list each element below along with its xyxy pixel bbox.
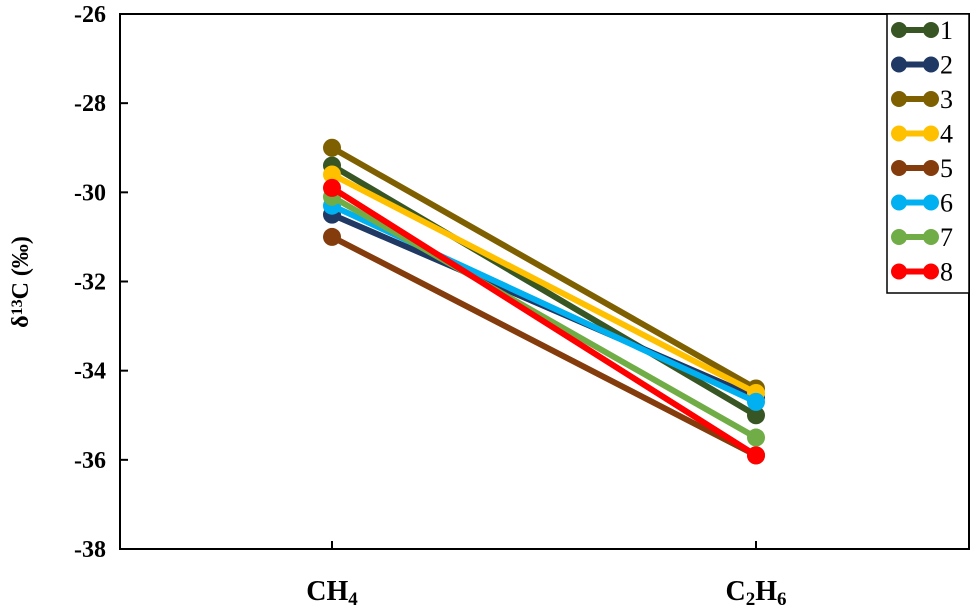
legend-label: 4: [940, 120, 953, 149]
legend-label: 3: [940, 85, 953, 114]
series-line: [329, 193, 759, 441]
y-tick-label: -34: [74, 359, 106, 385]
y-tick-label: -28: [74, 91, 106, 117]
legend-marker: [891, 194, 907, 211]
y-tick-label: -32: [74, 270, 106, 296]
legend-marker: [923, 263, 939, 280]
legend-label: 7: [940, 223, 953, 252]
legend: 1 2 3 4 5 6 7 8: [886, 13, 970, 294]
legend-marker: [923, 56, 939, 73]
data-point: [323, 178, 341, 197]
legend-marker: [891, 229, 907, 245]
y-axis: -26 -28 -30 -32 -34 -36 -38: [74, 2, 128, 563]
y-tick-label: -36: [74, 448, 106, 474]
series-line: [329, 162, 759, 419]
legend-marker: [923, 91, 939, 107]
data-point: [323, 138, 341, 157]
data-point: [747, 392, 765, 411]
legend-marker: [923, 160, 939, 176]
series-line: [329, 184, 759, 459]
legend-marker: [923, 194, 939, 211]
series-layer: [323, 138, 765, 465]
data-point: [747, 446, 765, 465]
legend-label: 5: [940, 154, 953, 183]
legend-marker: [891, 125, 907, 142]
legend-box: [886, 13, 970, 294]
legend-item: 7: [891, 223, 953, 252]
legend-marker: [891, 22, 907, 38]
legend-item: 1: [891, 16, 953, 45]
y-axis-label: δ13C (‰): [8, 236, 34, 328]
legend-marker: [923, 229, 939, 245]
y-axis-title: δ13C (‰): [8, 236, 34, 328]
data-point: [323, 227, 341, 246]
legend-item: 5: [891, 154, 953, 183]
legend-marker: [891, 160, 907, 176]
legend-item: 8: [891, 258, 953, 287]
data-point: [747, 428, 765, 447]
legend-item: 6: [891, 189, 953, 218]
legend-label: 2: [940, 51, 953, 80]
legend-marker: [923, 22, 939, 38]
y-tick-label: -38: [74, 537, 106, 563]
legend-marker: [891, 91, 907, 107]
legend-label: 1: [940, 16, 953, 45]
series-1: [323, 156, 765, 425]
x-category-label: CH4: [306, 576, 358, 610]
data-point: [323, 165, 341, 184]
y-tick-label: -30: [74, 180, 106, 206]
legend-item: 2: [891, 51, 953, 80]
legend-label: 8: [940, 258, 953, 287]
legend-item: 3: [891, 85, 953, 114]
series-line: [329, 171, 759, 396]
series-line: [329, 144, 759, 392]
series-5: [323, 227, 765, 465]
legend-marker: [891, 56, 907, 73]
x-category-label: C2H6: [725, 576, 786, 610]
series-line: [329, 233, 759, 459]
legend-label: 6: [940, 189, 953, 218]
x-axis: CH4 C2H6: [306, 541, 787, 610]
legend-marker: [891, 263, 907, 280]
series-4: [323, 165, 765, 402]
legend-marker: [923, 125, 939, 142]
y-tick-label: -26: [74, 2, 106, 28]
legend-item: 4: [891, 120, 953, 149]
series-8: [323, 178, 765, 465]
data-point: [747, 406, 765, 425]
